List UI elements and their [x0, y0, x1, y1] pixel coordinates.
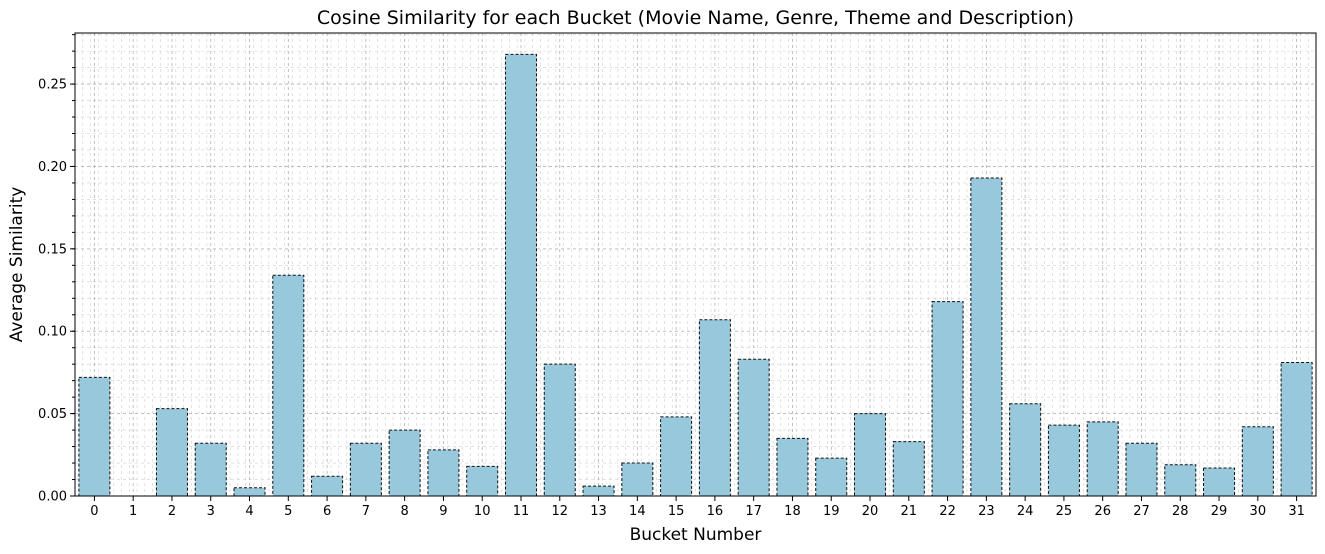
bar-18 [776, 437, 809, 497]
bar-28 [1164, 464, 1197, 497]
bar-0 [78, 376, 111, 497]
bar-26 [1086, 421, 1119, 497]
x-tick-label: 18 [784, 504, 801, 519]
bar-9 [427, 449, 460, 497]
bar-2 [155, 408, 188, 497]
bar-12 [543, 363, 576, 497]
x-axis-label: Bucket Number [630, 525, 762, 545]
x-tick-label: 28 [1172, 504, 1189, 519]
bar-6 [311, 475, 344, 497]
x-tick-label: 19 [823, 504, 840, 519]
x-tick-label: 15 [668, 504, 685, 519]
x-tick-label: 29 [1211, 504, 1228, 519]
y-tick-label: 0.20 [38, 160, 67, 175]
bar-10 [466, 465, 499, 497]
x-tick-label: 4 [245, 504, 253, 519]
bar-4 [233, 487, 266, 497]
x-tick-label: 12 [551, 504, 568, 519]
y-axis: 0.00 0.05 0.10 0.15 0.20 0.25 [38, 34, 75, 505]
x-tick-label: 23 [978, 504, 995, 519]
bar-21 [892, 441, 925, 497]
x-tick-label: 1 [129, 504, 137, 519]
x-tick-label: 25 [1056, 504, 1073, 519]
y-axis-label: Average Similarity [7, 187, 27, 343]
bar-8 [388, 429, 421, 497]
x-tick-label: 6 [323, 504, 331, 519]
bars [78, 53, 1313, 497]
bar-30 [1241, 426, 1274, 497]
x-tick-label: 0 [90, 504, 98, 519]
bar-23 [970, 177, 1003, 497]
x-tick-label: 11 [513, 504, 530, 519]
y-tick-label: 0.00 [38, 490, 67, 505]
bar-19 [815, 457, 848, 497]
y-tick-label: 0.25 [38, 78, 67, 93]
x-tick-label: 2 [168, 504, 176, 519]
x-tick-label: 26 [1094, 504, 1111, 519]
bar-22 [931, 301, 964, 497]
x-tick-label: 5 [284, 504, 292, 519]
grid-lines [74, 33, 1317, 497]
x-tick-label: 22 [939, 504, 956, 519]
x-tick-label: 8 [401, 504, 409, 519]
x-tick-label: 10 [474, 504, 491, 519]
bar-13 [582, 485, 615, 497]
chart-title: Cosine Similarity for each Bucket (Movie… [317, 7, 1074, 29]
x-tick-label: 20 [862, 504, 879, 519]
x-tick-label: 14 [629, 504, 646, 519]
bar-16 [698, 319, 731, 497]
bar-5 [272, 274, 305, 497]
x-tick-label: 7 [362, 504, 370, 519]
bar-24 [1009, 403, 1042, 497]
x-tick-label: 3 [207, 504, 215, 519]
x-tick-label: 16 [707, 504, 724, 519]
y-tick-label: 0.15 [38, 242, 67, 257]
bar-14 [621, 462, 654, 497]
bar-15 [660, 416, 693, 497]
x-tick-label: 9 [439, 504, 447, 519]
x-axis: 0 1 2 3 4 5 6 7 8 9 10 11 12 13 14 15 16 17 18 19 20 21 22 23 24… [90, 496, 1305, 519]
bar-3 [194, 442, 227, 497]
x-tick-label: 17 [745, 504, 762, 519]
x-tick-label: 27 [1133, 504, 1150, 519]
y-tick-label: 0.05 [38, 407, 67, 422]
x-tick-label: 21 [901, 504, 918, 519]
x-tick-label: 31 [1288, 504, 1305, 519]
bar-31 [1280, 362, 1313, 497]
x-tick-label: 30 [1250, 504, 1267, 519]
bar-27 [1125, 442, 1158, 497]
x-tick-label: 13 [590, 504, 607, 519]
plot-frame [74, 32, 1317, 497]
bar-25 [1047, 424, 1080, 497]
bar-17 [737, 358, 770, 497]
bar-20 [854, 413, 887, 497]
bar-29 [1203, 467, 1236, 497]
bar-11 [504, 53, 537, 497]
y-tick-label: 0.10 [38, 325, 67, 340]
bar-7 [349, 442, 382, 497]
x-tick-label: 24 [1017, 504, 1034, 519]
